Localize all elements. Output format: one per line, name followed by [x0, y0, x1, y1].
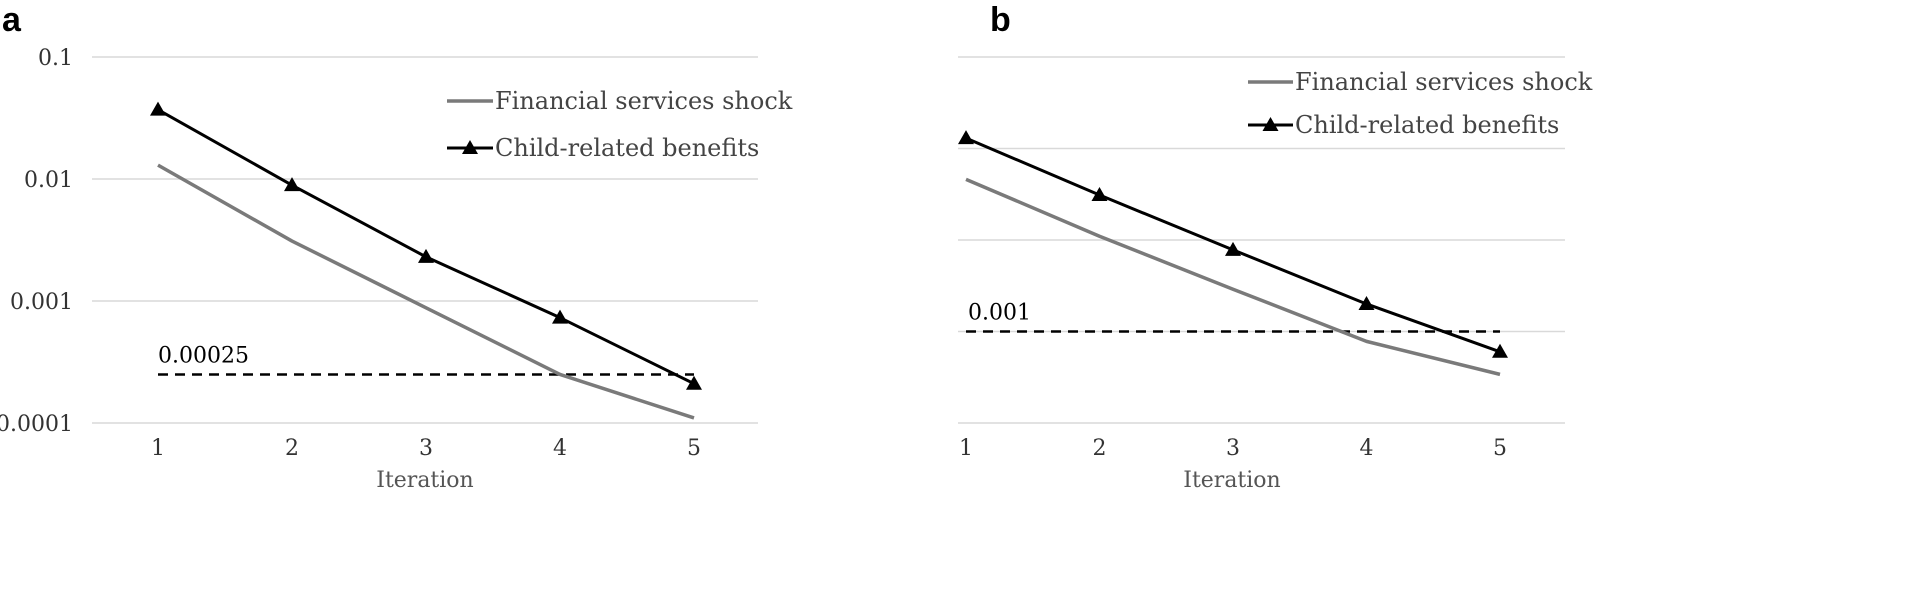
chart-b-svg: 0.00010.0010.010.1112345Iteration0.001Fi… [958, 56, 1593, 493]
x-tick-label: 3 [1226, 436, 1240, 461]
x-axis-title: Iteration [376, 468, 473, 493]
series-line-financial-services-shock [157, 163, 695, 420]
series-line-financial-services-shock [965, 177, 1501, 377]
chart-b-group: 0.00010.0010.010.1112345Iteration0.001Fi… [958, 56, 1593, 493]
data-point-marker [686, 375, 702, 390]
x-axis-title: Iteration [1183, 468, 1280, 493]
legend-label-financial-services-shock: Financial services shock [1295, 68, 1593, 96]
legend-label-child-related-benefits: Child-related benefits [1295, 111, 1559, 139]
y-tick-label: 0.1 [38, 46, 73, 71]
data-point-marker [150, 101, 166, 116]
legend-label-child-related-benefits: Child-related benefits [495, 134, 759, 162]
panel-label-a: a [2, 1, 21, 39]
data-point-marker [1091, 187, 1108, 202]
x-tick-label: 2 [1093, 436, 1107, 461]
reference-line-label: 0.001 [968, 301, 1031, 326]
data-point-marker [1492, 343, 1508, 358]
y-tick-label: 0.0001 [0, 412, 73, 437]
legend-marker-triangle-icon [462, 140, 478, 154]
data-point-marker [1358, 295, 1375, 310]
legend-label-financial-services-shock: Financial services shock [495, 87, 793, 115]
legend-marker-triangle-icon [1262, 117, 1279, 131]
x-tick-label: 4 [1360, 436, 1374, 461]
data-point-marker [958, 130, 974, 145]
x-tick-label: 1 [151, 436, 165, 461]
panel-label-b: b [990, 1, 1011, 39]
x-tick-label: 3 [419, 436, 433, 461]
reference-line-label: 0.00025 [158, 343, 249, 368]
x-tick-label: 4 [553, 436, 567, 461]
chart-panel-a: a 0.0001 0.001 0.01 0.1 1 2 3 4 5 Iteration 0.0002… [0, 1, 793, 493]
x-tick-label: 1 [959, 436, 973, 461]
chart-a-group: 0.0001 0.001 0.01 0.1 1 2 3 4 5 Iteration 0.00025 F… [0, 46, 793, 493]
data-point-marker [284, 177, 300, 192]
y-tick-label: 0.01 [24, 168, 73, 193]
x-tick-label: 5 [1493, 436, 1507, 461]
chart-panel-b: b 0.00010.0010.010.1112345Iteration0.001… [958, 0, 1916, 596]
data-point-marker [552, 309, 568, 324]
data-point-marker [1225, 241, 1241, 256]
data-point-marker [418, 248, 434, 263]
y-tick-label: 0.001 [10, 290, 73, 315]
x-tick-label: 5 [687, 436, 701, 461]
chart-a-svg: 0.0001 0.001 0.01 0.1 1 2 3 4 5 Iteration 0.00025 F… [0, 46, 793, 493]
x-tick-label: 2 [285, 436, 299, 461]
